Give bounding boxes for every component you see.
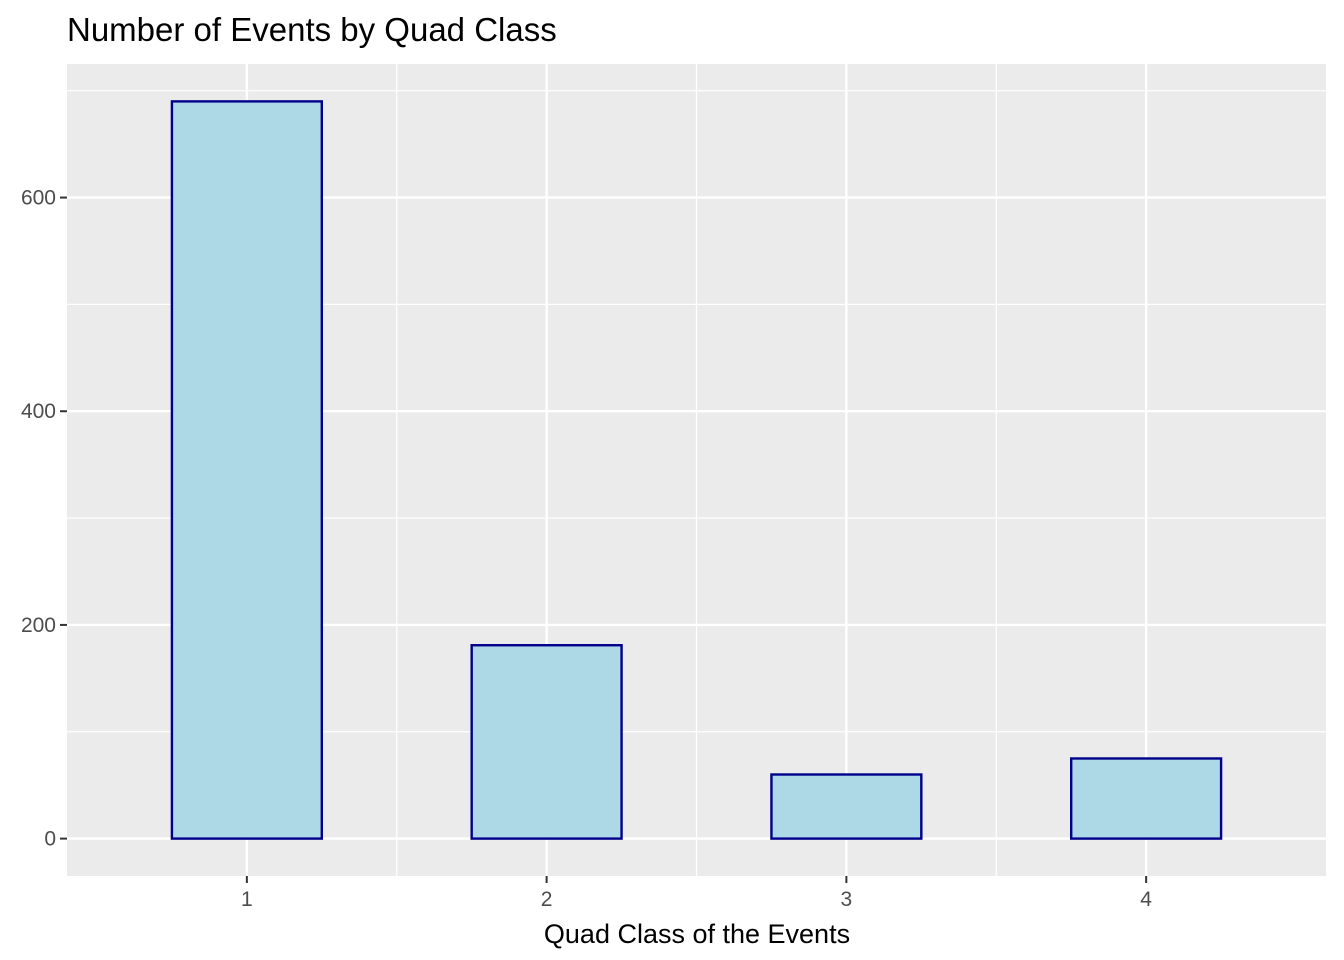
axes: 0 200 400 600 1 2 3 4 [21, 187, 1152, 911]
bar-2 [470, 644, 623, 840]
x-tick-label: 2 [541, 888, 553, 911]
x-tick-label: 3 [841, 888, 853, 911]
bar-4 [1070, 757, 1223, 840]
x-tick-label: 4 [1140, 888, 1152, 911]
x-tick-label: 1 [241, 888, 253, 911]
y-tick-label: 200 [21, 614, 56, 637]
bars [170, 100, 1223, 840]
x-axis-title: Quad Class of the Events [544, 919, 850, 949]
chart-title: Number of Events by Quad Class [67, 11, 557, 48]
bar-3 [770, 773, 923, 840]
y-tick-label: 0 [44, 828, 56, 851]
y-tick-label: 600 [21, 187, 56, 210]
y-tick-label: 400 [21, 400, 56, 423]
bar-1 [170, 100, 323, 840]
